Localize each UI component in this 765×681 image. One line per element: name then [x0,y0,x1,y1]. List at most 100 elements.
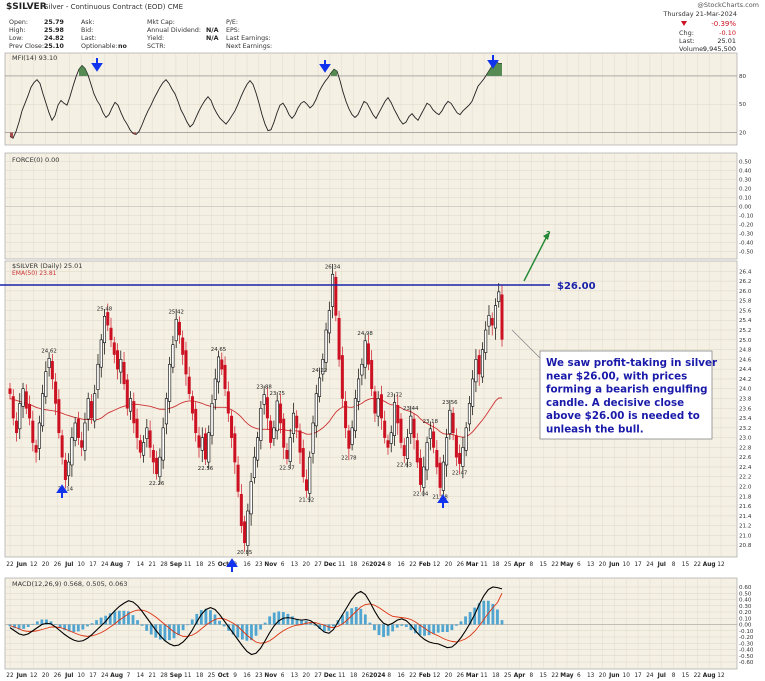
histogram-bar [40,619,44,625]
candle-body [340,355,344,399]
candle-body [44,371,48,397]
histogram-bar [368,622,372,625]
candle-body [454,435,458,458]
histogram-bar [240,624,244,640]
y-tick-label: 26.2 [739,279,751,285]
x-tick-label: 20 [445,673,453,679]
histogram-bar [204,608,208,625]
candle-body [305,479,309,491]
x-tick-label: 18 [492,562,500,568]
histogram-bar [26,624,30,627]
histogram-bar [473,607,477,625]
candle-body [357,378,361,402]
candle-body [194,408,198,434]
candle-body [41,393,45,427]
volume-value: 9,945,500 [703,45,736,53]
x-tick-label: Nov [264,673,277,679]
chg-value: -0.10 [719,29,736,37]
y-tick-label: -0.20 [739,635,754,641]
candle-body [278,403,282,424]
y-tick-label: 23.2 [739,426,751,432]
symbol-title: $SILVER [6,2,47,12]
x-tick-label: 16 [397,562,405,568]
candle-body [262,394,266,405]
y-tick-label: 22.6 [739,455,752,461]
candle-body [24,391,28,409]
candle-body [383,420,387,438]
histogram-bar [459,621,463,625]
price-callout: 23.56 [442,400,458,406]
x-tick-label: 22 [6,673,14,679]
candle-body [406,437,410,459]
histogram-bar [35,621,39,625]
note-line: unleash the bull. [546,424,644,436]
histogram-bar [496,609,499,625]
x-tick-label: 25 [208,562,216,568]
candle-body [67,461,71,477]
histogram-bar [409,624,413,631]
y-tick-label: 22.2 [739,475,751,481]
price-callout: 24.22 [312,368,327,374]
x-tick-label: 22 [551,673,559,679]
x-tick-label: Jun [16,562,27,568]
x-tick-label: 26 [54,673,62,679]
candle-body [412,418,416,438]
x-tick-label: Oct [218,673,229,679]
x-tick-label: 11 [480,562,488,568]
candle-body [477,355,481,375]
candle-body [106,312,110,326]
x-tick-label: 23 [255,562,263,568]
histogram-bar [95,620,98,625]
candle-body [252,456,256,479]
histogram-bar [259,624,262,630]
candle-body [15,420,19,434]
histogram-bar [395,624,399,628]
histogram-bar [195,613,199,625]
candle-body [109,327,113,341]
candle-body [243,521,247,544]
x-tick-label: 17 [89,562,97,568]
x-tick-label: 12 [30,673,38,679]
histogram-bar [386,624,390,636]
price-callout: 23.18 [423,419,439,425]
candle-body [376,398,380,417]
x-tick-label: Sep [170,673,182,679]
candle-body [171,344,175,368]
histogram-bar [500,620,504,625]
candle-body [331,273,335,307]
x-tick-label: 24 [101,562,109,568]
x-tick-label: Mar [466,562,479,568]
candle-body [467,403,471,425]
histogram-bar [86,624,89,627]
candle-body [135,418,139,438]
histogram-bar [250,624,253,641]
x-tick-label: 17 [634,562,642,568]
candle-body [50,361,54,380]
quote-label: Low: [9,35,23,42]
candle-body [308,456,312,494]
y-tick-label: 21.0 [739,533,752,539]
price-panel-label: $SILVER (Daily) 25.01 [12,262,82,270]
histogram-bar [286,613,290,625]
quote-label: Open: [9,19,28,26]
ema-line [9,397,502,438]
histogram-bar [291,616,294,625]
candle-body [435,450,439,468]
candle-body [474,359,478,383]
x-tick-label: Aug [110,562,123,568]
quote-date: Thursday 21-Mar-2024 [662,10,737,18]
y-tick-label: 0.30 [739,178,752,184]
histogram-bar [136,620,139,625]
candle-body [86,398,90,420]
histogram-bar [327,624,331,631]
candle-body [80,440,84,448]
histogram-bar [427,624,431,636]
quote-value: 25.79 [44,19,64,26]
x-tick-label: 8 [672,673,676,679]
x-tick-label: Aug [703,562,716,568]
candle-body [497,291,501,302]
candle-body [487,315,491,327]
candle-body [155,457,159,475]
overbought-fill [79,65,88,76]
candle-body [422,466,426,488]
